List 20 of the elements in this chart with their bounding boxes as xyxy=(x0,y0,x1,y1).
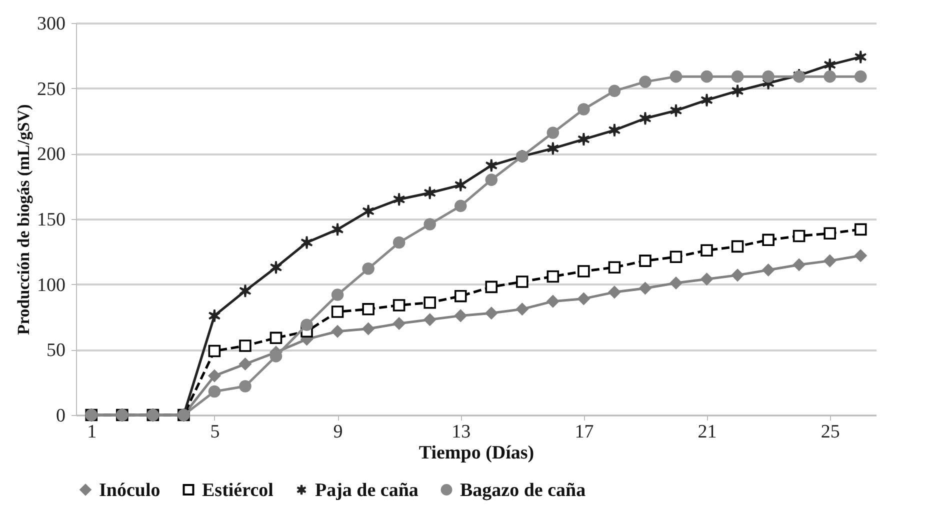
x-tick-label: 9 xyxy=(333,422,343,442)
x-tick-label: 21 xyxy=(698,422,717,442)
legend-label: Paja de caña xyxy=(315,480,419,501)
x-tick-label: 17 xyxy=(574,422,594,442)
x-tick-label: 5 xyxy=(210,422,220,442)
y-tick-label: 0 xyxy=(56,406,66,426)
legend-label: Estiércol xyxy=(202,480,274,501)
y-tick-label: 200 xyxy=(37,144,66,166)
x-tick-label: 1 xyxy=(87,422,97,442)
y-tick-label: 100 xyxy=(37,274,66,296)
legend-label: Bagazo de caña xyxy=(460,480,586,501)
legend-label: Inóculo xyxy=(99,480,160,501)
y-tick-label: 50 xyxy=(46,340,66,362)
y-tick-label: 150 xyxy=(37,210,66,230)
y-tick-label: 300 xyxy=(37,14,66,34)
x-tick-label: 25 xyxy=(820,422,840,442)
y-axis-title: Producción de biogás (mL/gSV) xyxy=(14,104,33,335)
y-tick-label: 250 xyxy=(37,78,66,100)
x-axis-title: Tiempo (Días) xyxy=(418,442,534,464)
x-tick-label: 13 xyxy=(452,422,471,442)
